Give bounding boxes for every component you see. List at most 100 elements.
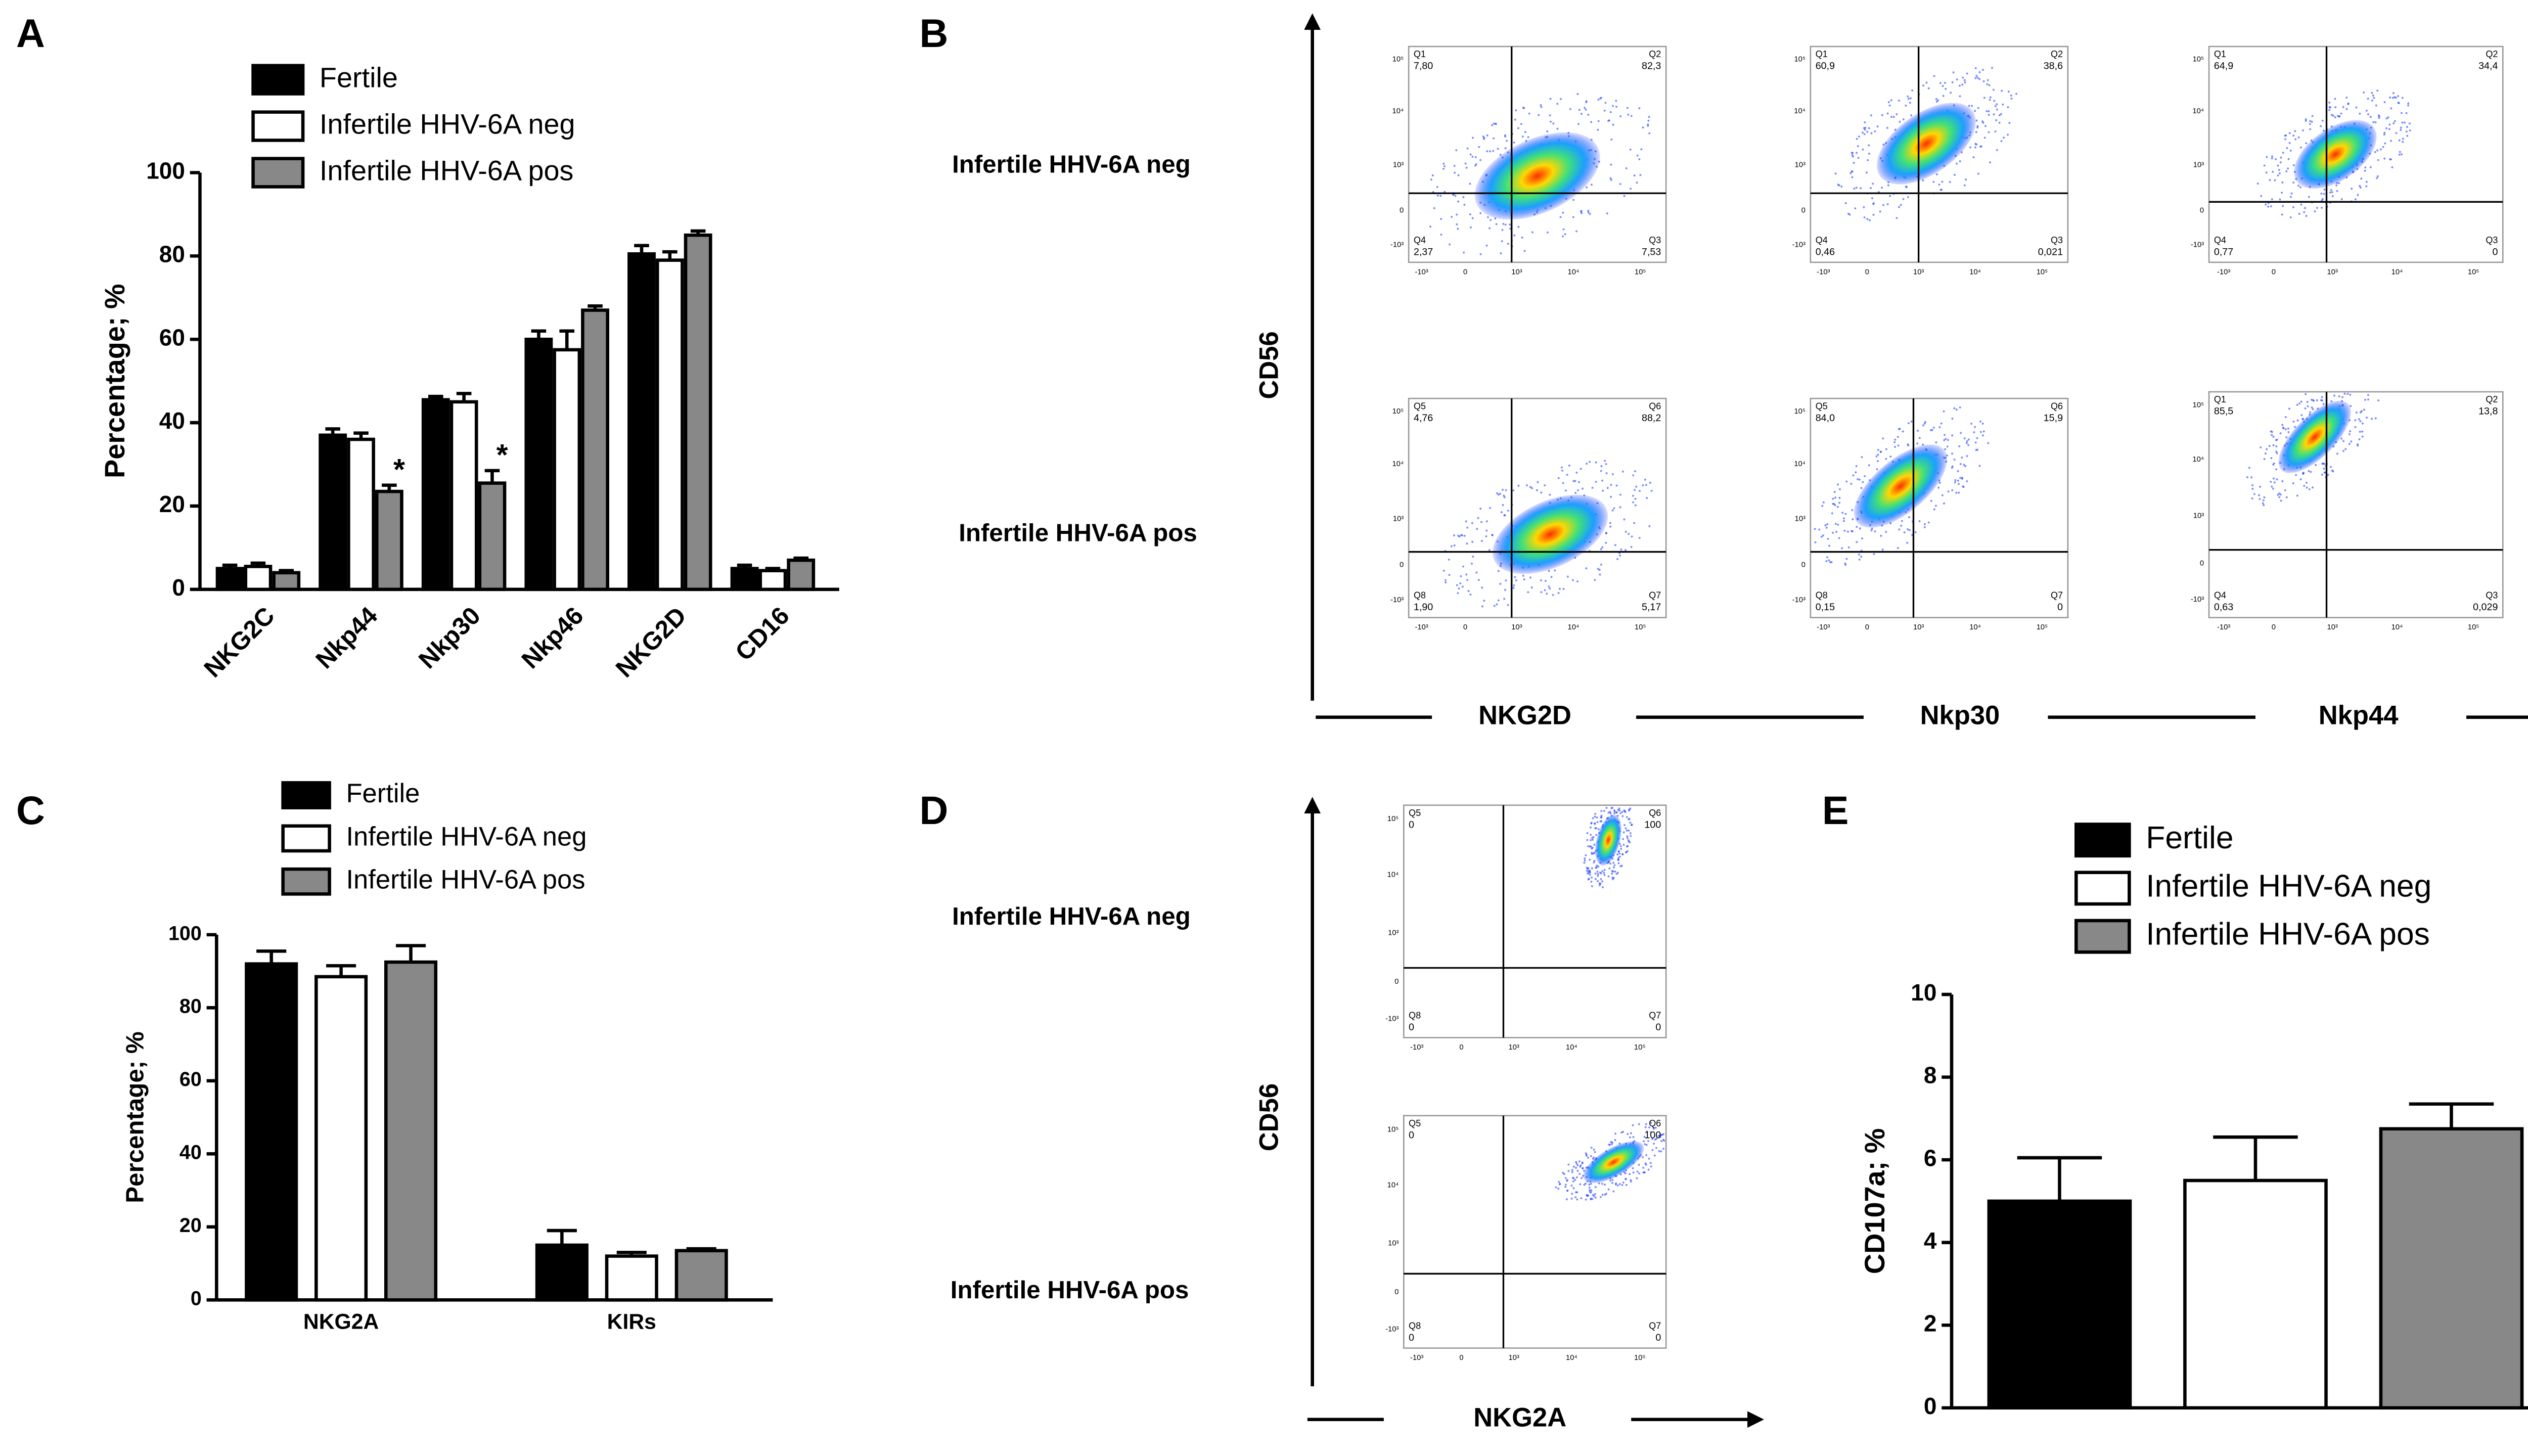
event-dot [1624, 1172, 1627, 1174]
event-dot [1969, 146, 1972, 149]
event-dot [2357, 444, 2359, 447]
event-dot [2292, 482, 2294, 484]
flow-x-tick-label: -10³ [2217, 623, 2230, 631]
event-dot [1660, 1150, 1662, 1153]
event-dot [1938, 184, 1940, 186]
event-dot [1982, 69, 1984, 71]
event-dot [1975, 449, 1977, 451]
event-dot [2000, 140, 2003, 143]
event-dot [1989, 161, 1992, 164]
event-dot [1946, 445, 1949, 448]
event-dot [1987, 442, 1990, 444]
event-dot [1540, 591, 1543, 594]
event-dot [1619, 554, 1621, 557]
event-dot [2408, 122, 2411, 125]
flow-y-tick-label: 10³ [1388, 929, 1398, 937]
event-dot [1538, 114, 1540, 116]
bar [421, 398, 450, 592]
event-dot [1631, 535, 1633, 538]
event-dot [1485, 535, 1487, 537]
event-dot [1861, 456, 1863, 459]
event-dot [1825, 526, 1828, 529]
event-dot [1615, 811, 1618, 814]
bar [319, 433, 347, 592]
event-dot [1457, 534, 1460, 537]
event-dot [1579, 1165, 1582, 1168]
event-dot [2289, 149, 2292, 152]
event-dot [1609, 862, 1612, 865]
event-dot [1588, 1187, 1591, 1189]
flow-y-tick-label: 10³ [2193, 512, 2204, 520]
event-dot [2391, 166, 2394, 168]
y-tick-label: 0 [191, 1288, 202, 1310]
event-dot [2329, 191, 2331, 194]
event-dot [1596, 864, 1598, 867]
event-dot [1965, 442, 1968, 444]
flow-y-tick-label: 10³ [1393, 161, 1404, 169]
event-dot [1546, 130, 1549, 132]
event-dot [1853, 188, 1856, 190]
y-tick-label: 60 [159, 324, 185, 350]
event-dot [1914, 531, 1917, 533]
event-dot [1643, 1135, 1646, 1138]
event-dot [2315, 464, 2317, 466]
event-dot [2340, 198, 2343, 201]
legend-swatch [251, 110, 305, 142]
event-dot [1996, 108, 1998, 111]
event-dot [1603, 874, 1606, 876]
event-dot [1833, 491, 1836, 493]
density-blob [1877, 103, 1976, 185]
event-dot [1650, 489, 1653, 492]
event-dot [1576, 1176, 1578, 1178]
flow-y-tick-label: 0 [1400, 561, 1404, 569]
legend-label: Infertile HHV-6A neg [320, 108, 575, 140]
event-dot [1530, 586, 1533, 589]
event-dot [1893, 441, 1896, 443]
event-dot [1497, 570, 1500, 572]
flow-y-tick-label: 10³ [1795, 515, 1805, 523]
event-dot [2401, 153, 2403, 156]
event-dot [2278, 172, 2281, 174]
event-dot [1945, 87, 1947, 90]
event-dot [1601, 479, 1604, 482]
flow-x-tick-label: 10⁴ [2391, 268, 2403, 276]
event-dot [2266, 156, 2268, 158]
event-dot [1944, 81, 1946, 84]
event-dot [1889, 456, 1892, 458]
event-dot [1943, 410, 1945, 413]
event-dot [1590, 822, 1593, 825]
event-dot [1911, 89, 1914, 92]
event-dot [1596, 821, 1599, 824]
event-dot [2308, 196, 2310, 198]
event-dot [2270, 480, 2272, 483]
event-dot [1922, 424, 1924, 427]
event-dot [1469, 594, 1472, 596]
event-dot [1632, 494, 1634, 497]
event-dot [2311, 120, 2313, 123]
flow-y-tick-label: -10³ [1792, 241, 1805, 249]
y-tick-label: 8 [1924, 1062, 1937, 1088]
event-dot [1506, 140, 1508, 142]
panel-label: D [920, 788, 949, 833]
event-dot [1855, 187, 1858, 189]
event-dot [1898, 428, 1900, 430]
event-dot [2377, 399, 2380, 401]
event-dot [2256, 183, 2259, 185]
event-dot [2281, 480, 2284, 482]
event-dot [1552, 594, 1554, 596]
event-dot [2336, 190, 2338, 192]
event-dot [1594, 878, 1597, 880]
flow-y-tick-label: 10³ [1393, 515, 1404, 523]
event-dot [1857, 145, 1859, 147]
event-dot [1841, 547, 1843, 550]
event-dot [2397, 102, 2400, 104]
event-dot [1479, 253, 1482, 255]
event-dot [1565, 489, 1567, 492]
event-dot [1838, 502, 1840, 504]
event-dot [1959, 84, 1961, 87]
event-dot [1626, 845, 1628, 848]
event-dot [1858, 558, 1861, 561]
flow-y-tick-label: 10⁴ [1794, 460, 1805, 468]
event-dot [2401, 121, 2404, 124]
event-dot [2338, 115, 2341, 118]
